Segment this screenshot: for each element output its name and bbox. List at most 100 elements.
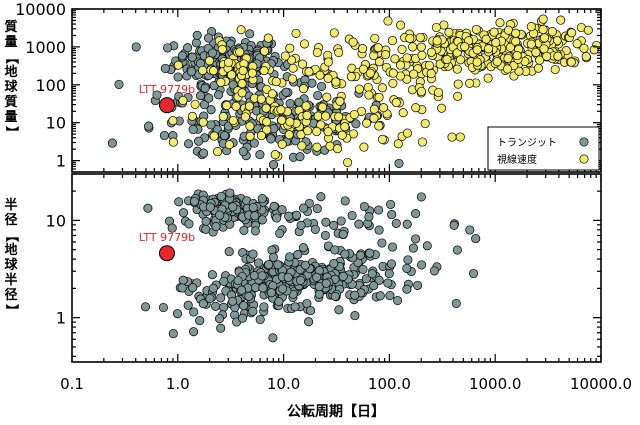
data-point: [329, 28, 339, 38]
data-point: [405, 33, 415, 43]
data-point: [262, 117, 272, 127]
data-point: [144, 121, 154, 131]
data-point: [409, 69, 419, 79]
data-point: [348, 37, 358, 47]
data-point: [369, 281, 379, 291]
data-point: [384, 269, 394, 279]
data-point: [431, 22, 441, 33]
data-point: [225, 188, 235, 198]
data-point: [245, 121, 255, 131]
data-point: [447, 132, 457, 142]
highlight-point: [158, 245, 175, 262]
data-point: [167, 223, 177, 233]
data-point: [526, 22, 536, 32]
data-point: [178, 275, 188, 285]
data-point: [539, 44, 549, 54]
data-point: [192, 30, 202, 40]
data-point: [316, 81, 327, 91]
data-point: [298, 243, 308, 253]
data-point: [266, 288, 276, 298]
data-point: [453, 91, 463, 101]
data-point: [302, 110, 312, 120]
data-point: [340, 196, 350, 206]
data-point: [257, 215, 267, 225]
data-point: [216, 323, 226, 333]
data-point: [338, 229, 348, 239]
data-point: [143, 203, 153, 213]
data-point: [349, 109, 359, 120]
data-point: [204, 56, 215, 66]
data-point: [388, 242, 398, 252]
legend-marker: [579, 154, 589, 164]
data-point: [245, 29, 255, 39]
data-point: [364, 90, 374, 100]
data-point: [340, 249, 350, 259]
data-point: [465, 78, 475, 88]
data-point: [160, 63, 170, 73]
legend-box: [487, 126, 600, 171]
y-tick-label: 10000: [15, 0, 66, 19]
data-point: [322, 92, 332, 102]
bottom-panel-frame: [71, 173, 602, 363]
data-point: [267, 89, 277, 99]
data-point: [375, 291, 385, 301]
data-point: [257, 271, 267, 281]
data-point: [228, 80, 238, 90]
data-point: [216, 77, 226, 87]
data-point: [453, 79, 463, 89]
data-point: [177, 283, 187, 293]
data-point: [223, 57, 234, 68]
data-point: [402, 219, 412, 229]
data-point: [395, 60, 406, 70]
axis-tick-labels: 0.1 1.0 10.0 100.0 1000.0 10000.0 1 10 100 1000 10…: [15, 0, 632, 393]
data-point: [259, 66, 269, 76]
data-point: [211, 222, 221, 232]
data-point: [359, 201, 369, 212]
data-point: [204, 93, 214, 103]
data-point: [492, 57, 502, 67]
data-point: [361, 274, 371, 284]
data-point: [542, 51, 552, 61]
data-point: [228, 115, 238, 126]
data-point: [257, 194, 267, 204]
data-point: [318, 102, 328, 112]
data-point: [207, 270, 217, 280]
data-point: [231, 101, 241, 111]
data-point: [411, 103, 421, 113]
data-point: [249, 271, 259, 281]
data-point: [248, 249, 258, 259]
data-point: [377, 238, 387, 248]
data-point: [437, 103, 447, 113]
data-point: [432, 36, 442, 46]
data-point: [411, 234, 421, 244]
data-point: [220, 131, 230, 141]
data-point: [397, 44, 407, 54]
data-point: [275, 228, 285, 238]
data-point: [589, 45, 599, 55]
data-point: [455, 55, 466, 65]
data-point: [386, 199, 396, 209]
data-point: [114, 79, 124, 89]
data-point: [158, 302, 168, 313]
data-point: [355, 250, 366, 260]
data-point: [247, 68, 257, 78]
data-point: [228, 296, 238, 306]
data-point: [583, 25, 593, 35]
data-point: [261, 103, 271, 113]
data-point: [312, 142, 322, 152]
highlight-label: LTT 9779b: [139, 83, 195, 96]
highlight-label: LTT 9779b: [139, 231, 195, 244]
data-point: [547, 27, 557, 37]
data-point: [314, 289, 324, 299]
data-point: [259, 46, 270, 56]
data-point: [189, 196, 200, 206]
data-point: [330, 245, 340, 255]
data-point: [424, 60, 434, 70]
data-point: [224, 247, 234, 257]
data-point: [417, 260, 427, 270]
data-point: [168, 137, 178, 147]
data-point: [131, 42, 141, 52]
data-point: [553, 51, 563, 61]
data-point: [190, 99, 200, 109]
data-point: [237, 79, 247, 89]
